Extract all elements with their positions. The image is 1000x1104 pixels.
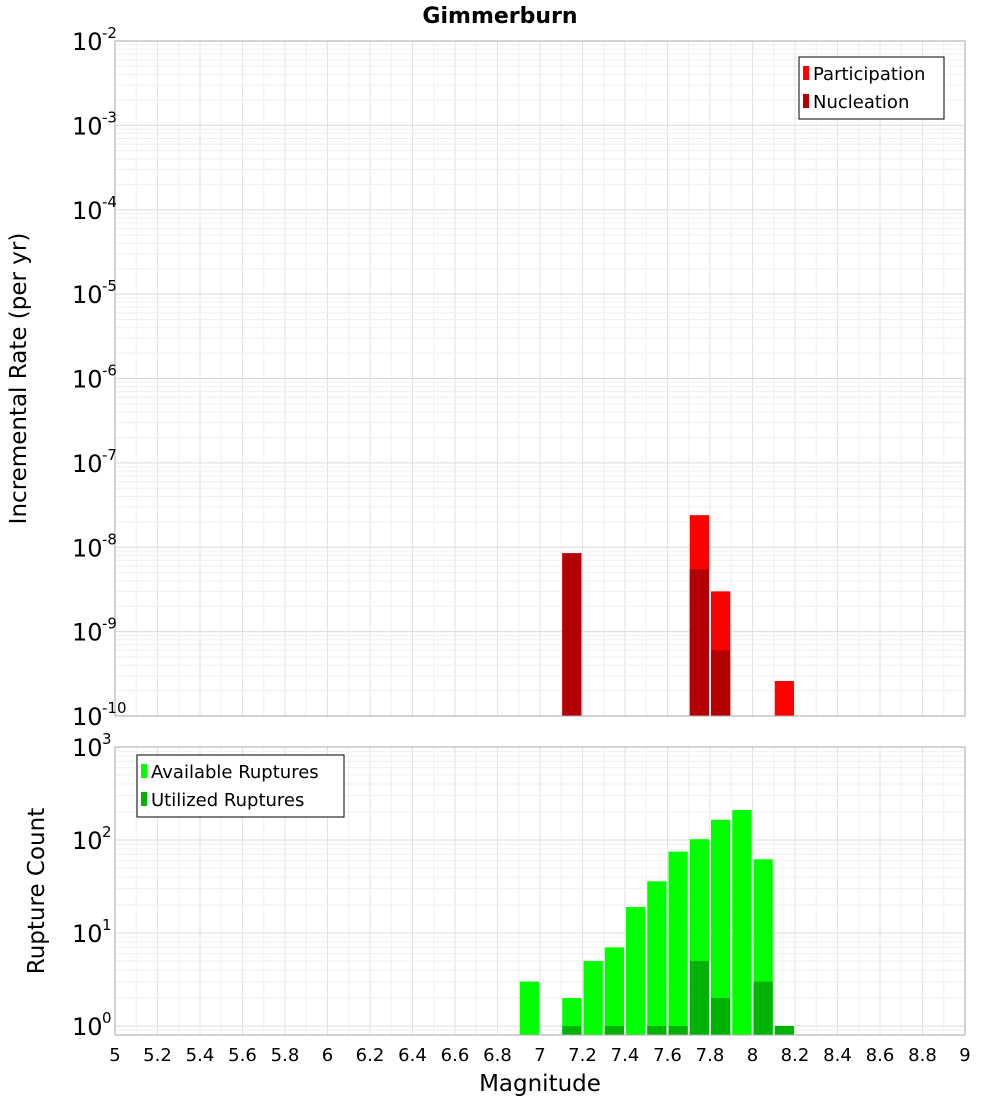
bar-utilized-ruptures [689,960,709,1035]
x-tick-label: 6.8 [483,1045,512,1066]
legend: Available Ruptures Utilized Ruptures [136,754,345,818]
bar-utilized-ruptures [647,1025,667,1035]
y-tick-label: 10 [72,281,103,309]
legend-box [798,56,945,120]
legend-swatch [803,94,809,108]
y-tick-label: 10 [72,619,103,647]
x-tick-label: 8.2 [781,1045,810,1066]
bar-available-ruptures [626,907,646,1035]
bar-available-ruptures [519,981,539,1035]
bar-utilized-ruptures [562,1025,582,1035]
bar-utilized-ruptures [753,981,773,1035]
legend-entry: Utilized Ruptures [151,790,304,811]
y-tick-exponent: 2 [102,823,112,841]
bar-available-ruptures [562,997,582,1035]
legend-entry: Participation [813,64,925,85]
bar-available-ruptures [604,947,624,1035]
legend-box [136,754,345,818]
y-tick-exponent: -5 [102,277,117,295]
y-tick-exponent: -9 [102,615,117,633]
x-tick-label: 9 [959,1045,970,1066]
x-tick-label: 7 [534,1045,545,1066]
x-tick-label: 6.4 [398,1045,427,1066]
y-tick-label: 10 [72,366,103,394]
x-axis-label: Magnitude [479,1071,601,1097]
y-tick-exponent: -10 [102,699,127,717]
x-tick-label: 8.4 [823,1045,852,1066]
bar-utilized-ruptures [711,997,731,1035]
y-tick-label: 10 [72,827,103,855]
x-tick-label: 8.6 [866,1045,895,1066]
legend-entry: Available Ruptures [151,762,319,783]
bar-utilized-ruptures [774,1025,794,1035]
x-tick-label: 8 [747,1045,758,1066]
y-tick-label: 10 [72,112,103,140]
x-tick-label: 7.6 [653,1045,682,1066]
y-tick-label: 10 [72,450,103,478]
bar-nucleation [689,569,709,716]
legend-swatch [141,764,147,778]
y-tick-label: 10 [72,920,103,948]
chart-title: Gimmerburn [422,4,577,29]
y-tick-exponent: -3 [102,108,117,126]
x-tick-label: 6.6 [441,1045,470,1066]
y-tick-exponent: -7 [102,446,117,464]
bar-utilized-ruptures [604,1025,624,1035]
y-tick-label: 10 [72,534,103,562]
y-tick-label: 10 [72,197,103,225]
x-tick-label: 5.6 [228,1045,257,1066]
legend-swatch [803,66,809,80]
y-tick-exponent: 3 [102,730,112,748]
y-tick-exponent: 0 [102,1009,112,1027]
legend-swatch [141,792,147,806]
x-tick-label: 5.8 [271,1045,300,1066]
legend-entry: Nucleation [813,92,909,113]
bar-nucleation [711,650,731,716]
legend: Participation Nucleation [798,56,945,120]
bar-available-ruptures [583,960,603,1035]
bar-available-ruptures [711,819,731,1035]
x-tick-label: 6.2 [356,1045,385,1066]
plot-frame [114,746,966,1036]
bar-available-ruptures [647,881,667,1035]
y-tick-exponent: -6 [102,362,117,380]
y-tick-exponent: -2 [102,24,117,42]
x-tick-label: 5 [109,1045,120,1066]
y-tick-exponent: -4 [102,193,117,211]
y-tick-label: 10 [72,1013,103,1041]
y-tick-label: 10 [72,28,103,56]
x-tick-label: 6 [322,1045,333,1066]
x-tick-label: 5.2 [143,1045,172,1066]
y-tick-label: 10 [72,703,103,731]
x-tick-label: 7.2 [568,1045,597,1066]
bar-available-ruptures [732,810,752,1035]
y-tick-label: 10 [72,734,103,762]
y-axis-label: Incremental Rate (per yr) [6,233,32,525]
bar-nucleation [562,553,582,716]
x-tick-label: 5.4 [186,1045,215,1066]
y-tick-exponent: -8 [102,530,117,548]
x-tick-label: 8.8 [908,1045,937,1066]
plot-frame [114,40,966,717]
x-tick-label: 7.8 [696,1045,725,1066]
y-tick-exponent: 1 [102,916,112,934]
y-axis-label: Rupture Count [24,808,50,974]
bar-utilized-ruptures [668,1025,688,1035]
x-tick-label: 7.4 [611,1045,640,1066]
bar-available-ruptures [668,851,688,1035]
bar-participation [774,680,794,716]
